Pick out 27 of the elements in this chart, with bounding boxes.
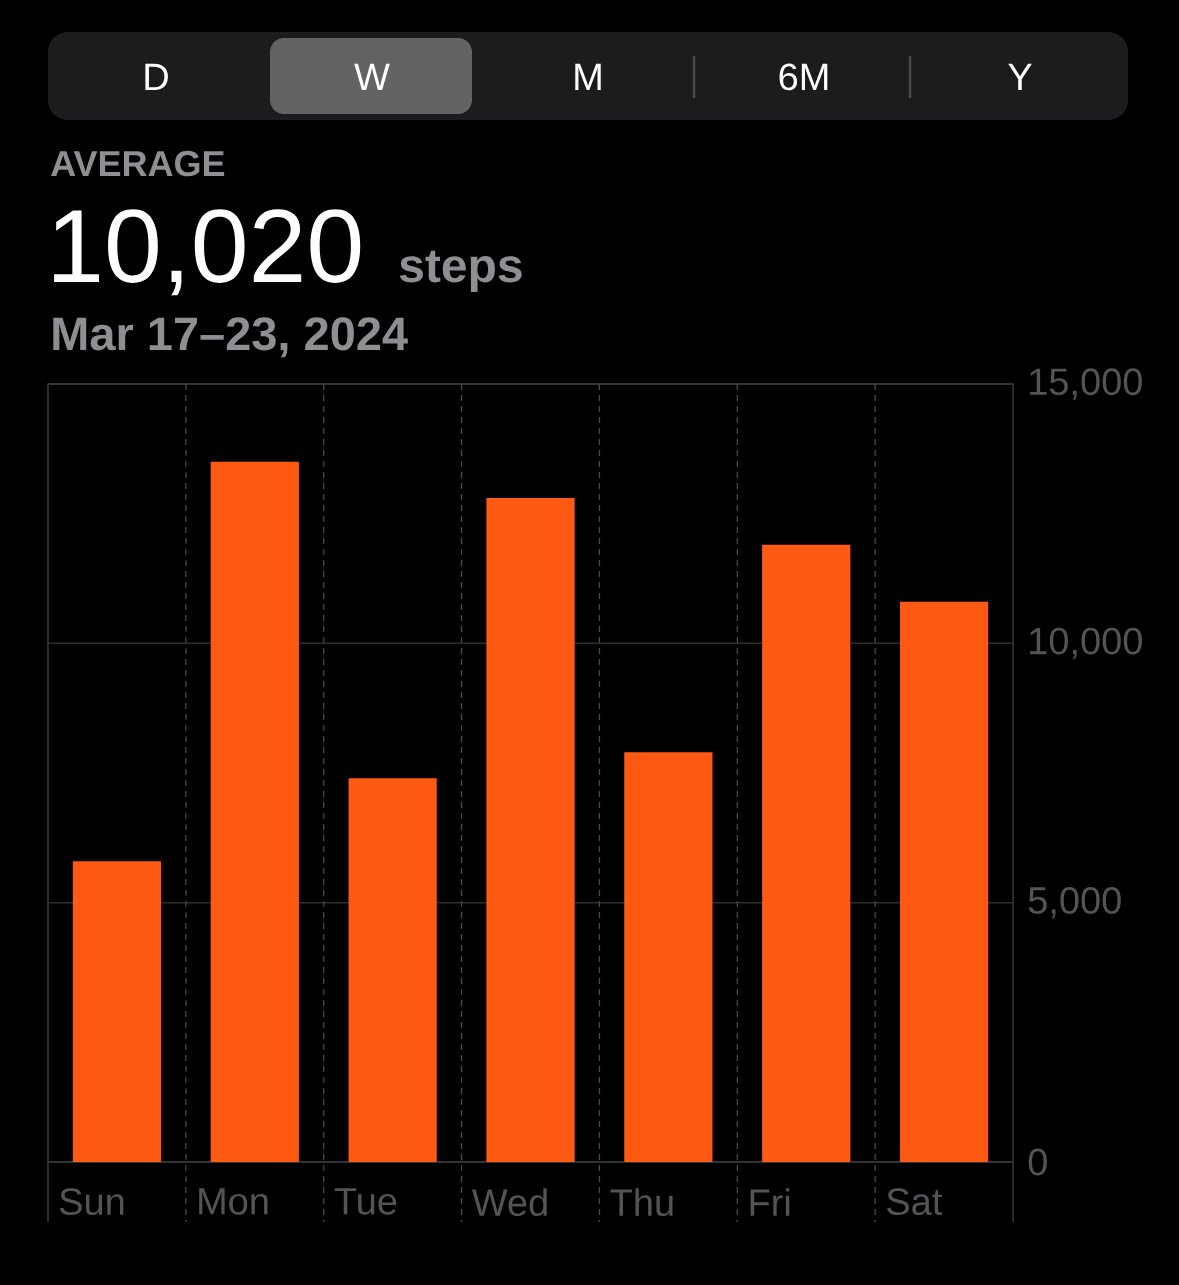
chart-subtitle: Mar 17–23, 2024	[53, 317, 408, 358]
x-tick-label: Wed	[471, 1188, 547, 1217]
y-tick-label: 10,000	[1030, 627, 1142, 660]
y-tick-label: 5,000	[1028, 886, 1121, 919]
text: M	[575, 63, 601, 90]
bar	[762, 544, 851, 1162]
y-tick-label: 15,000	[1030, 368, 1142, 400]
text: 6M	[779, 63, 828, 91]
text: D	[145, 63, 168, 90]
x-tick-label: Thu	[610, 1188, 673, 1217]
x-tick-label: Fri	[750, 1188, 790, 1216]
chart-title: AVERAGE	[51, 150, 225, 177]
text: Y	[1008, 63, 1032, 90]
x-tick-label: Sun	[59, 1188, 124, 1216]
text: 10,020	[54, 209, 361, 296]
y-tick-label: 0	[1028, 1148, 1047, 1176]
x-tick-label: Sat	[887, 1188, 943, 1216]
bar	[72, 861, 162, 1162]
text: steps	[399, 250, 522, 292]
text: W	[354, 63, 390, 90]
bar	[899, 601, 989, 1162]
x-tick-label: Tue	[334, 1188, 397, 1215]
x-tick-label: Mon	[199, 1188, 268, 1215]
bar	[348, 778, 437, 1162]
bar	[486, 498, 575, 1162]
bar	[210, 461, 299, 1162]
bar	[624, 752, 713, 1162]
